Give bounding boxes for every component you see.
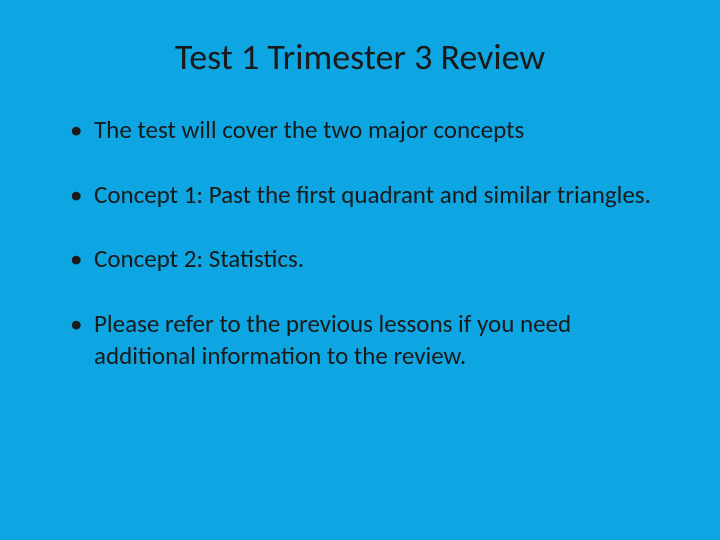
bullet-item: Please refer to the previous lessons if … bbox=[70, 308, 670, 373]
bullet-list: The test will cover the two major concep… bbox=[50, 114, 670, 373]
slide-title: Test 1 Trimester 3 Review bbox=[50, 35, 670, 79]
bullet-item: The test will cover the two major concep… bbox=[70, 114, 670, 147]
slide-container: Test 1 Trimester 3 Review The test will … bbox=[0, 0, 720, 540]
bullet-item: Concept 1: Past the first quadrant and s… bbox=[70, 179, 670, 212]
bullet-item: Concept 2: Statistics. bbox=[70, 243, 670, 276]
